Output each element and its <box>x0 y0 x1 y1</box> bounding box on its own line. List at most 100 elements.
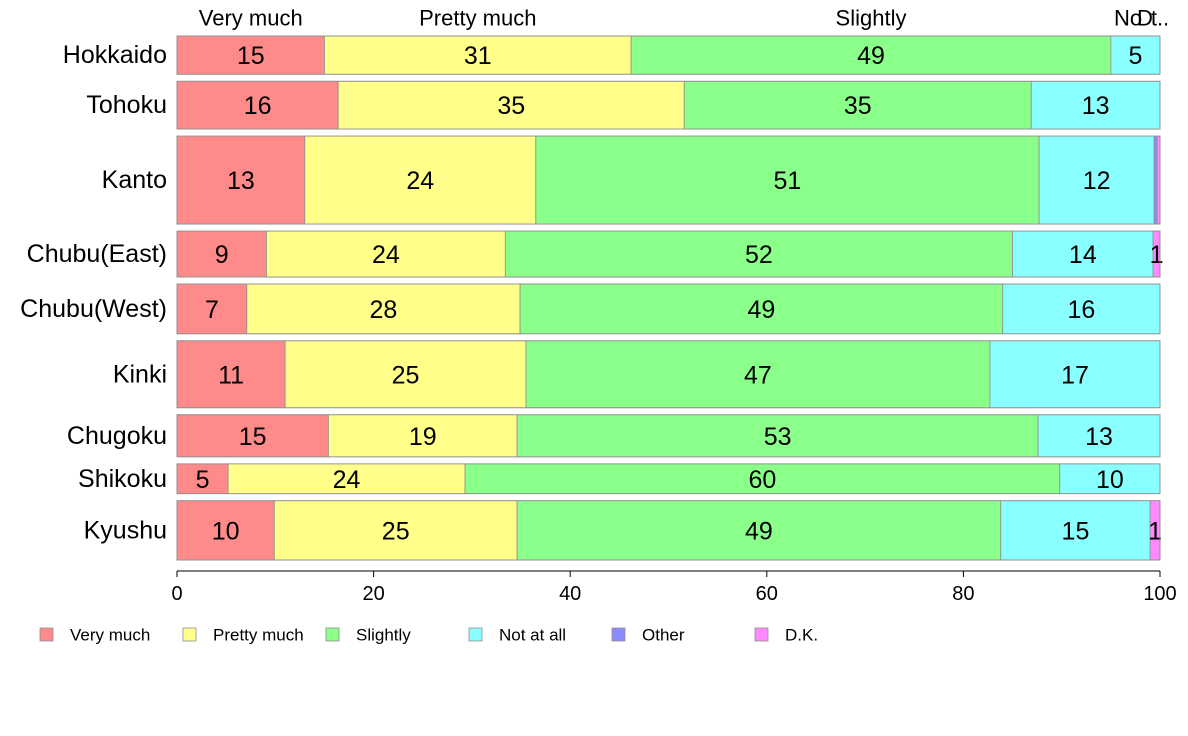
bar-row-outline <box>176 135 1161 225</box>
data-label: 47 <box>744 361 772 389</box>
data-label: 11 <box>218 361 244 389</box>
bar-segment <box>337 80 685 130</box>
bar-segment <box>266 230 506 278</box>
bar-row-outline <box>176 500 1161 561</box>
x-tick-label: 20 <box>362 583 384 605</box>
bar-segment <box>1153 135 1158 225</box>
legend-swatch <box>754 627 769 642</box>
data-label: 10 <box>212 517 240 545</box>
data-label: 1 <box>1148 517 1162 545</box>
row-label: Kanto <box>102 166 167 194</box>
bar-segment <box>176 463 229 495</box>
bar-segment <box>516 414 1039 458</box>
top-label: D <box>1137 6 1153 31</box>
data-label: 1 <box>1150 241 1164 269</box>
legend-swatch <box>468 627 483 642</box>
bar-segment <box>1038 135 1155 225</box>
bar-segment <box>525 340 991 409</box>
data-label: 53 <box>764 423 792 451</box>
legend-label: Very much <box>70 626 150 645</box>
legend-label: Not at all <box>499 626 566 645</box>
bar-segment <box>176 500 275 561</box>
data-label: 35 <box>497 92 525 120</box>
data-label: 51 <box>774 167 802 195</box>
row-label: Hokkaido <box>63 41 167 69</box>
data-label: 10 <box>1096 466 1124 494</box>
data-label: 5 <box>1128 42 1142 70</box>
bar-row-outline <box>176 340 1161 409</box>
top-label: t.. <box>1151 6 1169 31</box>
data-label: 13 <box>227 167 255 195</box>
top-label: Slightly <box>836 6 907 31</box>
data-label: 17 <box>1061 361 1089 389</box>
data-label: 24 <box>372 241 400 269</box>
legend-label: D.K. <box>785 626 818 645</box>
data-label: 12 <box>1083 167 1111 195</box>
data-label: 49 <box>747 296 775 324</box>
bar-row-outline <box>176 230 1161 278</box>
data-label: 31 <box>464 42 492 70</box>
row-label: Kinki <box>113 360 167 388</box>
data-label: 5 <box>196 466 210 494</box>
top-label: Pretty much <box>419 6 536 31</box>
data-label: 25 <box>392 361 420 389</box>
data-label: 52 <box>745 241 773 269</box>
row-label: Tohoku <box>86 91 167 119</box>
legend-swatch <box>39 627 54 642</box>
data-label: 15 <box>239 423 267 451</box>
row-label: Shikoku <box>78 465 167 493</box>
x-tick-label: 60 <box>756 583 778 605</box>
data-label: 16 <box>244 92 272 120</box>
legend-label: Other <box>642 626 685 645</box>
data-label: 15 <box>1062 517 1090 545</box>
bar-segment <box>176 35 325 75</box>
top-label: Very much <box>199 6 303 31</box>
data-label: 24 <box>406 167 434 195</box>
bar-segment <box>176 283 248 335</box>
bar-segment <box>273 500 518 561</box>
bar-row-outline <box>176 463 1161 495</box>
bar-segment <box>989 340 1161 409</box>
x-tick-label: 80 <box>952 583 974 605</box>
bar-segment <box>176 414 329 458</box>
x-tick-label: 100 <box>1143 583 1176 605</box>
data-label: 13 <box>1085 423 1113 451</box>
bar-segment <box>1059 463 1161 495</box>
data-label: 24 <box>333 466 361 494</box>
bar-segment <box>304 135 537 225</box>
legend-swatch <box>182 627 197 642</box>
data-label: 9 <box>215 241 229 269</box>
bar-segment <box>246 283 521 335</box>
legend-label: Slightly <box>356 626 411 645</box>
x-tick-label: 0 <box>171 583 182 605</box>
bar-segment <box>1002 283 1161 335</box>
bar-segment <box>176 340 286 409</box>
data-label: 35 <box>844 92 872 120</box>
x-tick-label: 40 <box>559 583 581 605</box>
row-label: Kyushu <box>84 516 167 544</box>
bar-segment <box>327 414 518 458</box>
bar-segment <box>516 500 1002 561</box>
data-label: 60 <box>748 466 776 494</box>
bar-segment <box>324 35 632 75</box>
bar-row-outline <box>176 414 1161 458</box>
bar-segment <box>519 283 1004 335</box>
data-label: 13 <box>1082 92 1110 120</box>
legend-swatch <box>611 627 626 642</box>
row-label: Chubu(West) <box>20 295 167 323</box>
data-label: 7 <box>205 296 219 324</box>
row-label: Chubu(East) <box>27 240 167 268</box>
data-label: 15 <box>237 42 265 70</box>
bar-row-outline <box>176 283 1161 335</box>
bar-segment <box>535 135 1040 225</box>
bar-segment <box>1030 80 1161 130</box>
top-label: No <box>1114 6 1142 31</box>
bar-segment <box>1156 135 1161 225</box>
data-label: 25 <box>382 517 410 545</box>
bar-segment <box>1012 230 1154 278</box>
data-label: 19 <box>409 423 437 451</box>
data-label: 16 <box>1067 296 1095 324</box>
legend-label: Pretty much <box>213 626 304 645</box>
bar-row-outline <box>176 35 1161 75</box>
